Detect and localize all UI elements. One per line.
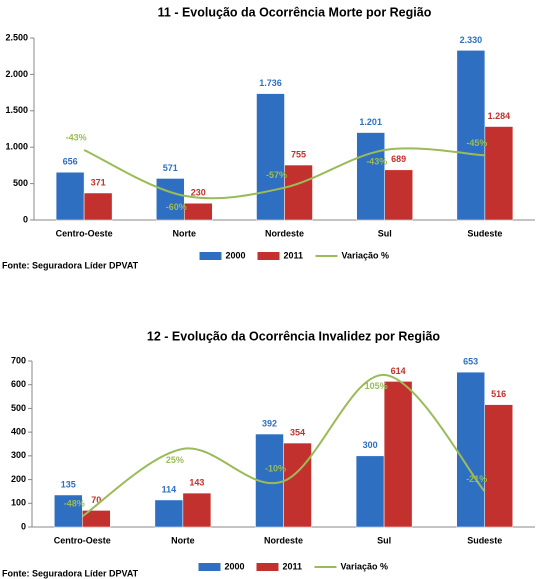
bar (154, 499, 184, 528)
line-label: -45% (466, 138, 487, 148)
x-tick-label: Norte (173, 228, 197, 238)
x-tick-label: Centro-Oeste (54, 535, 111, 545)
bar (484, 404, 513, 528)
x-tick-label: Sudeste (467, 535, 502, 545)
bar (156, 178, 185, 221)
legend-swatch (257, 252, 280, 260)
bar (184, 203, 213, 221)
bar-label: 571 (163, 163, 178, 173)
chart-title: 11 - Evolução da Ocorrência Morte por Re… (158, 5, 432, 19)
bar (355, 455, 385, 528)
y-tick-label: 500 (11, 403, 26, 413)
bar (384, 169, 413, 221)
bar-label: 614 (391, 366, 406, 376)
source-note: Fonte: Seguradora Líder DPVAT (2, 260, 139, 270)
bar-label: 1.736 (259, 78, 282, 88)
bar (383, 381, 413, 528)
y-tick-label: 2.000 (5, 69, 28, 79)
bar-label: 230 (191, 188, 206, 198)
bar-label: 656 (63, 157, 78, 167)
bar (82, 510, 111, 528)
y-tick-label: 300 (11, 450, 26, 460)
y-tick-label: 1.500 (5, 105, 28, 115)
bar-label: 1.284 (488, 111, 511, 121)
y-tick-label: 700 (11, 355, 26, 365)
y-tick-label: 600 (11, 379, 26, 389)
variation-line (83, 147, 485, 200)
bar-label: 300 (363, 440, 378, 450)
bar (182, 492, 212, 528)
y-tick-label: 0 (23, 214, 28, 224)
y-tick-label: 2.500 (5, 32, 28, 42)
line-label: -21% (466, 474, 487, 484)
legend-swatch (199, 252, 222, 260)
bar (83, 192, 113, 221)
bar (456, 371, 485, 528)
legend-label: 2011 (284, 250, 304, 260)
bar-label: 114 (162, 484, 177, 494)
y-tick-label: 400 (11, 427, 26, 437)
x-tick-label: Nordeste (265, 228, 304, 238)
bar-label: 392 (262, 418, 277, 428)
y-tick-label: 100 (11, 498, 26, 508)
y-tick-label: 500 (13, 178, 28, 188)
line-label: -48% (64, 499, 85, 509)
bar-label: 371 (91, 177, 106, 187)
line-label: -57% (266, 170, 287, 180)
y-tick-label: 1.000 (5, 142, 28, 152)
bar (54, 494, 83, 528)
bar (456, 50, 486, 221)
bar-label: 653 (463, 357, 478, 367)
bar-label: 755 (291, 149, 306, 159)
bar-label: 1.201 (359, 117, 382, 127)
legend-label: 2000 (225, 561, 245, 571)
bar (484, 126, 514, 221)
bar-label: 516 (491, 389, 506, 399)
bar-label: 70 (91, 495, 101, 505)
line-label: -60% (166, 202, 187, 212)
x-tick-label: Nordeste (264, 535, 303, 545)
line-label: -43% (366, 156, 387, 166)
legend-label: Variação % (342, 250, 390, 260)
bar (55, 171, 85, 221)
y-tick-label: 200 (11, 474, 26, 484)
source-note: Fonte: Seguradora Líder DPVAT (2, 568, 139, 578)
bar (284, 164, 313, 221)
line-label: -43% (66, 132, 87, 142)
bar-label: 354 (290, 427, 305, 437)
y-tick-label: 0 (21, 521, 26, 531)
bar-label: 689 (391, 154, 406, 164)
bar (256, 93, 285, 221)
bar (283, 442, 312, 528)
x-tick-label: Sul (377, 535, 391, 545)
variation-line (81, 373, 486, 518)
line-label: 25% (166, 455, 184, 465)
line-label: 105% (365, 381, 388, 391)
bar-label: 135 (61, 479, 76, 489)
x-tick-label: Sul (378, 228, 392, 238)
bar-label: 2.330 (460, 35, 483, 45)
legend-label: Variação % (341, 561, 389, 571)
bar (356, 132, 385, 221)
line-label: -10% (265, 464, 286, 474)
bar-label: 143 (189, 477, 204, 487)
legend-label: 2011 (283, 561, 303, 571)
x-tick-label: Centro-Oeste (56, 228, 113, 238)
chart-title: 12 - Evolução da Ocorrência Invalidez po… (147, 329, 441, 343)
legend-swatch (198, 563, 221, 571)
legend-swatch (256, 563, 279, 571)
x-tick-label: Sudeste (467, 228, 502, 238)
legend-label: 2000 (226, 250, 246, 260)
x-tick-label: Norte (171, 535, 195, 545)
